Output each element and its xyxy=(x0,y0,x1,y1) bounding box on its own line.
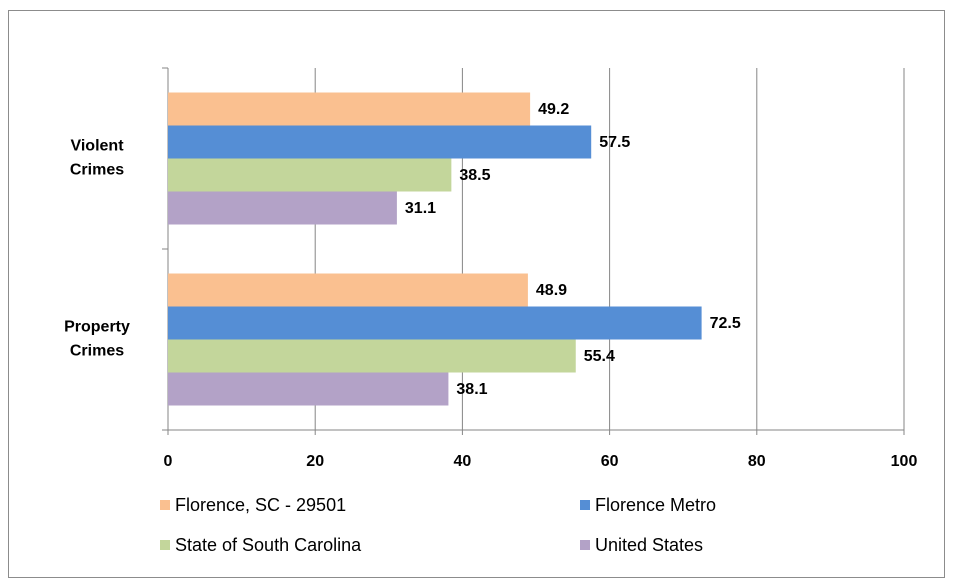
legend-swatch xyxy=(580,500,590,510)
x-tick-label: 100 xyxy=(891,453,918,470)
value-label: 57.5 xyxy=(599,134,630,151)
value-label: 38.5 xyxy=(459,167,490,184)
legend-label: Florence, SC - 29501 xyxy=(175,495,346,515)
bar xyxy=(168,125,592,159)
category-label: Violent Crimes xyxy=(70,138,124,179)
value-label: 55.4 xyxy=(584,348,615,365)
value-label: 31.1 xyxy=(405,200,436,217)
legend-label: State of South Carolina xyxy=(175,535,362,555)
legend-swatch xyxy=(580,540,590,550)
legend-swatch xyxy=(160,500,170,510)
value-label: 72.5 xyxy=(710,315,741,332)
x-tick-label: 20 xyxy=(306,453,324,470)
bar xyxy=(168,339,576,373)
value-label: 49.2 xyxy=(538,101,569,118)
bar xyxy=(168,273,528,307)
value-label: 38.1 xyxy=(456,381,487,398)
category-label: Property Crimes xyxy=(64,319,130,360)
legend-label: United States xyxy=(595,535,703,555)
x-tick-label: 60 xyxy=(601,453,619,470)
legend-label: Florence Metro xyxy=(595,495,716,515)
x-tick-label: 0 xyxy=(164,453,173,470)
legend-swatch xyxy=(160,540,170,550)
bar xyxy=(168,191,397,225)
bar xyxy=(168,306,702,340)
bar xyxy=(168,92,531,126)
x-tick-label: 40 xyxy=(454,453,472,470)
bar xyxy=(168,158,452,192)
bar xyxy=(168,372,449,406)
value-label: 48.9 xyxy=(536,282,567,299)
x-tick-label: 80 xyxy=(748,453,766,470)
